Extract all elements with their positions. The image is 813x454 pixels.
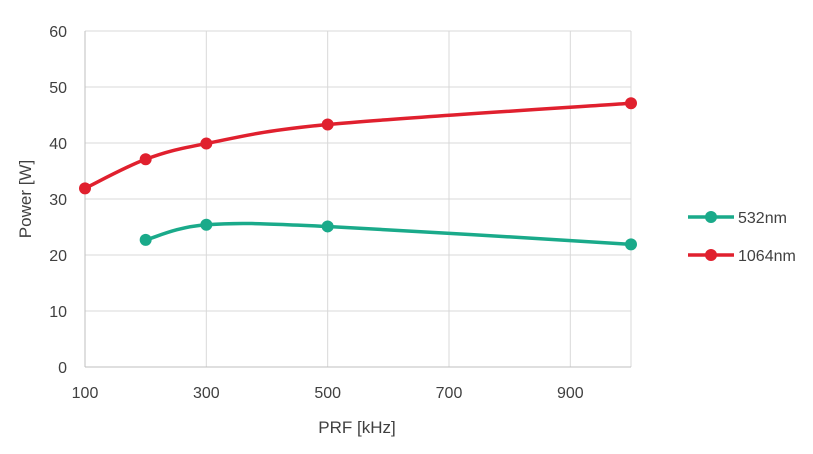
data-point-532nm <box>139 233 152 246</box>
data-point-1064nm <box>321 118 334 131</box>
data-points <box>79 97 637 251</box>
data-point-532nm <box>321 220 334 233</box>
data-point-1064nm <box>139 153 152 166</box>
y-tick-label: 40 <box>49 136 67 153</box>
axes <box>84 31 631 368</box>
x-tick-label: 700 <box>436 385 463 402</box>
y-tick-label: 30 <box>49 192 67 209</box>
legend-item-1064nm: 1064nm <box>688 248 796 265</box>
x-tick-label: 500 <box>314 385 341 402</box>
x-tick-label: 900 <box>557 385 584 402</box>
gridlines <box>85 30 632 367</box>
y-tick-label: 0 <box>58 360 67 377</box>
legend-label: 1064nm <box>738 248 796 265</box>
legend-swatch-marker <box>705 211 717 223</box>
series-lines <box>83 101 633 247</box>
y-tick-label: 20 <box>49 248 67 265</box>
x-tick-label: 100 <box>72 385 99 402</box>
y-tick-label: 50 <box>49 80 67 97</box>
data-point-532nm <box>200 218 213 231</box>
y-tick-label: 10 <box>49 304 67 321</box>
y-tick-label: 60 <box>49 24 67 41</box>
y-axis-title: Power [W] <box>16 160 35 238</box>
series-line-1064nm <box>83 101 633 191</box>
legend: 532nm 1064nm <box>688 210 796 265</box>
x-axis-title: PRF [kHz] <box>318 418 395 437</box>
x-tick-label: 300 <box>193 385 220 402</box>
data-point-1064nm <box>79 182 91 195</box>
legend-item-532nm: 532nm <box>688 210 787 227</box>
legend-swatch-marker <box>705 249 717 261</box>
tick-labels: 0 10 20 30 40 50 60 100 300 500 700 900 <box>49 24 584 402</box>
data-point-532nm <box>625 238 637 251</box>
data-point-1064nm <box>200 137 213 150</box>
legend-label: 532nm <box>738 210 787 227</box>
series-line-532nm <box>143 221 633 247</box>
data-point-1064nm <box>625 97 637 110</box>
